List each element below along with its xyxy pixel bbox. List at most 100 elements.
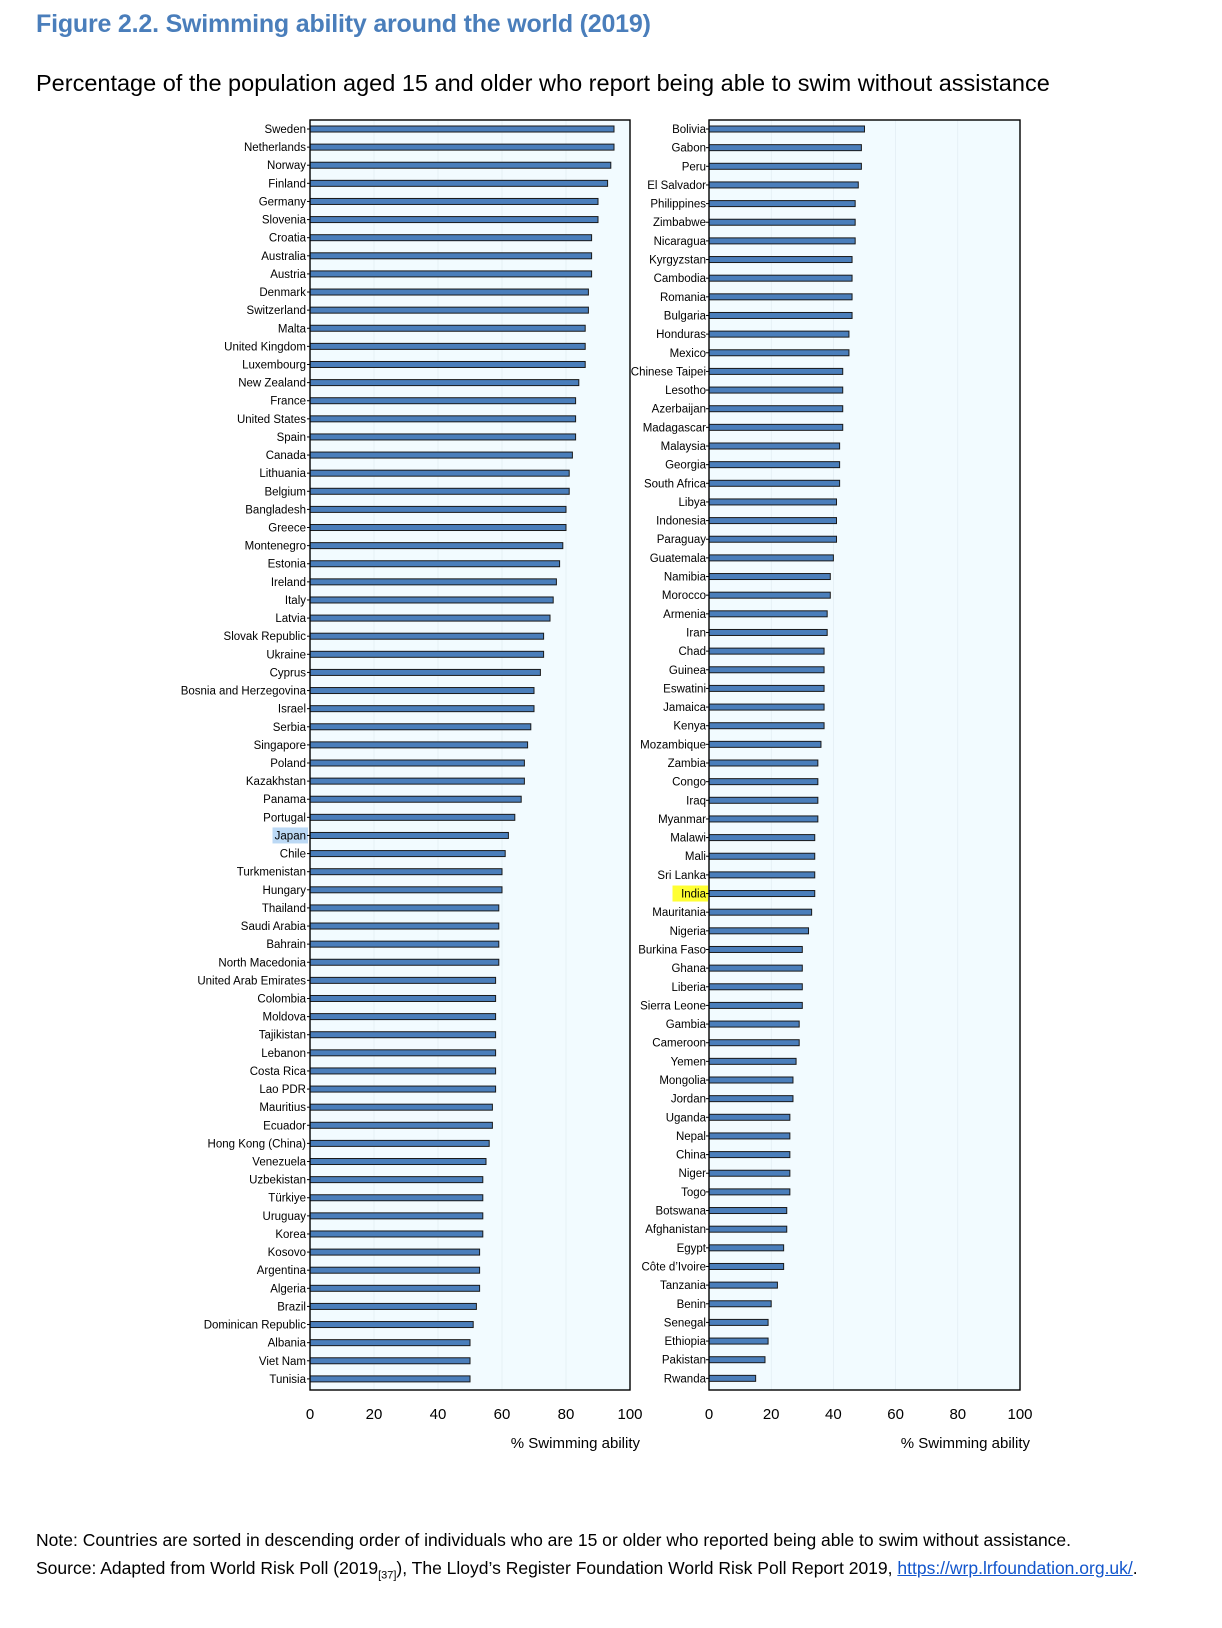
category-label-niger: Niger [679,1168,707,1180]
bar-uganda [708,1113,791,1121]
category-label-chile: Chile [280,849,306,861]
category-label-ghana: Ghana [671,963,706,975]
category-label-singapore: Singapore [254,740,306,752]
bar-saudi-arabia [309,922,500,930]
bar-cameroon [708,1039,800,1047]
category-label-brazil: Brazil [277,1301,306,1313]
category-label-sri-lanka: Sri Lanka [657,870,706,882]
category-label-mexico: Mexico [670,348,706,360]
category-label-mozambique: Mozambique [640,739,706,751]
bar-mauritius [309,1103,493,1111]
category-label-bosnia-and-herzegovina: Bosnia and Herzegovina [181,686,307,698]
source-link[interactable]: https://wrp.lrfoundation.org.uk/ [897,1558,1133,1578]
category-label-burkina-faso: Burkina Faso [638,944,706,956]
bar-moldova [309,1013,497,1021]
source-middle: ), The Lloyd’s Register Foundation World… [396,1558,898,1578]
x-tick-label: 60 [494,1406,511,1423]
bar-costa-rica [309,1067,497,1075]
category-label-senegal: Senegal [664,1317,706,1329]
bar-chad [708,647,825,655]
category-label-united-states: United States [237,414,306,426]
chart-panel-2: Bolivia Gabon Peru El Salvador Philippines Zi… [631,119,1033,1452]
category-label-myanmar: Myanmar [658,814,706,826]
bar-ethiopia [708,1337,769,1345]
category-label-rwanda: Rwanda [664,1373,707,1385]
category-label-gambia: Gambia [666,1019,707,1031]
category-label-malawi: Malawi [670,833,706,845]
bar-turkmenistan [309,868,503,876]
category-label-zambia: Zambia [668,758,707,770]
category-label-belgium: Belgium [264,486,306,498]
category-label-togo: Togo [681,1187,706,1199]
category-label-finland: Finland [268,178,306,190]
category-label-cyprus: Cyprus [270,667,307,679]
bar-ukraine [309,650,545,658]
bar-botswana [708,1207,788,1215]
category-label-greece: Greece [268,523,306,535]
category-label-italy: Italy [285,595,306,607]
category-label-united-arab-emirates: United Arab Emirates [197,975,306,987]
bar-montenegro [309,542,564,550]
bar-uzbekistan [309,1176,484,1184]
category-label-botswana: Botswana [655,1206,706,1218]
bar-panama [309,795,522,803]
bar-lithuania [309,469,570,477]
bar-bosnia-and-herzegovina [309,687,535,695]
bar-spain [309,433,577,441]
category-label-nigeria: Nigeria [670,926,707,938]
bar-el-salvador [708,181,859,189]
category-label-yemen: Yemen [671,1056,706,1068]
category-label-kosovo: Kosovo [268,1247,306,1259]
bar-hungary [309,886,503,894]
bar-finland [309,179,609,187]
source-suffix: . [1132,1558,1138,1578]
category-label-egypt: Egypt [677,1243,707,1255]
bar-bulgaria [708,311,853,319]
category-label-iran: Iran [686,627,706,639]
bar-namibia [708,573,831,581]
bar-madagascar [708,423,844,431]
bar-united-states [309,415,577,423]
plot-frame [309,119,631,1391]
category-label-mauritius: Mauritius [259,1102,306,1114]
bar-united-arab-emirates [309,976,497,984]
category-label-canada: Canada [266,450,307,462]
bar-north-macedonia [309,958,500,966]
category-label-austria: Austria [270,269,306,281]
bar-portugal [309,813,516,821]
bar-togo [708,1188,791,1196]
x-axis-label: % Swimming ability [901,1435,1031,1452]
bar-chile [309,850,506,858]
category-label-north-macedonia: North Macedonia [218,957,306,969]
source-reference: [37] [378,1569,397,1582]
category-label-denmark: Denmark [259,287,306,299]
bar-tajikistan [309,1031,497,1039]
bar-kosovo [309,1248,481,1256]
bar-dominican-republic [309,1321,474,1329]
bar-kazakhstan [309,777,525,785]
bar-bangladesh [309,505,567,513]
bar-burkina-faso [708,945,803,953]
bar-jamaica [708,703,825,711]
bar-ghana [708,964,803,972]
bar-tunisia [309,1375,471,1383]
bar-slovak-republic [309,632,545,640]
bar-cambodia [708,274,853,282]
category-label-australia: Australia [261,251,306,263]
bar-honduras [708,330,850,338]
bar-benin [708,1300,772,1308]
category-label-costa-rica: Costa Rica [250,1066,307,1078]
category-label-colombia: Colombia [257,993,306,1005]
category-label-malaysia: Malaysia [661,441,707,453]
bar-uruguay [309,1212,484,1220]
bar-gambia [708,1020,800,1028]
category-label-jamaica: Jamaica [663,702,706,714]
bar-romania [708,293,853,301]
bar-australia [309,252,593,260]
category-label-france: France [270,396,306,408]
chart-area: Sweden Netherlands Norway Finland Germany Slo… [181,119,1033,1452]
bar-iran [708,628,828,636]
category-label-malta: Malta [278,323,307,335]
source-prefix: Source: Adapted from World Risk Poll (20… [36,1558,379,1578]
category-label-luxembourg: Luxembourg [242,359,306,371]
